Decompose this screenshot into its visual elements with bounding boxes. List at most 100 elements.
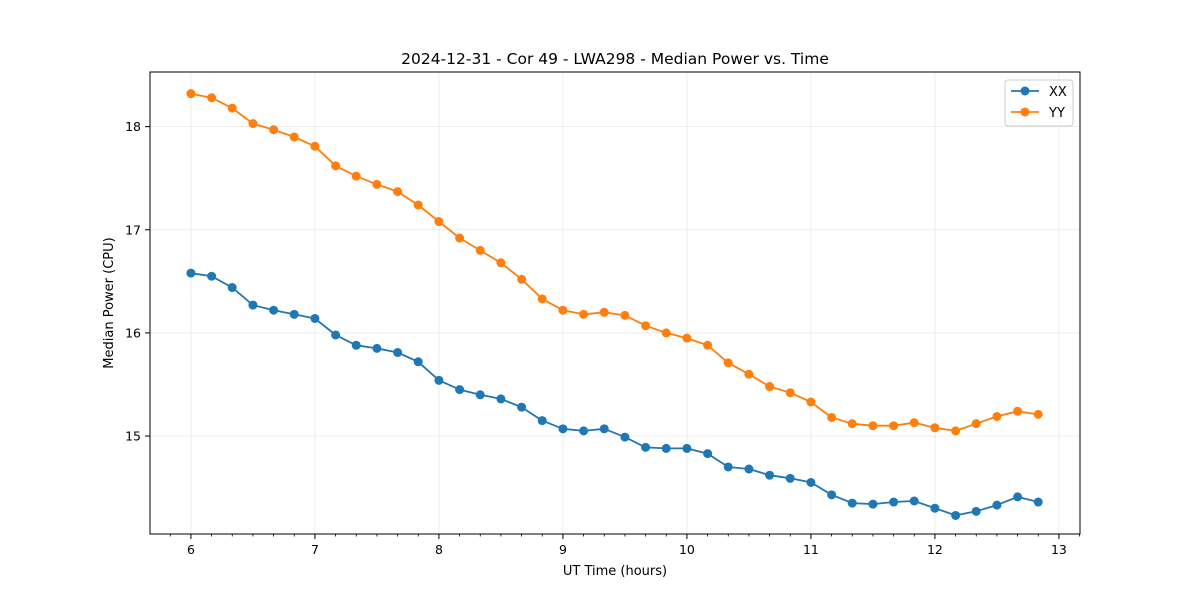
data-point-xx <box>909 496 919 506</box>
data-point-yy <box>971 419 981 429</box>
data-point-xx <box>1013 492 1023 502</box>
data-point-yy <box>682 333 692 343</box>
data-point-yy <box>868 421 878 431</box>
data-point-yy <box>703 340 713 350</box>
data-point-yy <box>785 388 795 398</box>
data-point-xx <box>579 426 589 436</box>
data-point-xx <box>620 432 630 442</box>
y-tick-label: 16 <box>125 325 141 340</box>
data-point-xx <box>827 490 837 500</box>
y-tick-label: 15 <box>125 429 141 444</box>
data-point-yy <box>765 382 775 392</box>
data-point-yy <box>930 423 940 433</box>
data-point-xx <box>393 348 403 357</box>
data-point-xx <box>847 498 857 508</box>
data-point-yy <box>827 412 837 422</box>
legend-marker-yy <box>1020 107 1030 117</box>
data-point-xx <box>413 357 423 367</box>
x-tick-label: 7 <box>311 542 319 557</box>
data-point-yy <box>661 328 671 338</box>
data-point-xx <box>517 402 527 412</box>
data-point-xx <box>868 499 878 509</box>
x-tick-label: 6 <box>187 542 195 557</box>
x-tick-label: 11 <box>803 542 819 557</box>
x-axis-label: UT Time (hours) <box>563 564 667 579</box>
legend-label-yy: YY <box>1048 106 1065 121</box>
data-point-xx <box>661 443 671 453</box>
x-tick-label: 13 <box>1051 542 1067 557</box>
data-point-xx <box>289 309 299 319</box>
grid <box>150 72 1080 534</box>
y-tick-label: 18 <box>125 119 141 134</box>
data-point-yy <box>413 200 423 210</box>
data-point-yy <box>889 421 899 431</box>
data-point-xx <box>951 510 961 520</box>
data-point-yy <box>227 103 237 113</box>
data-point-yy <box>351 171 361 181</box>
data-point-xx <box>310 313 320 323</box>
data-point-yy <box>537 294 547 304</box>
data-point-xx <box>372 343 382 353</box>
y-axis-label: Median Power (CPU) <box>102 237 117 368</box>
data-point-xx <box>558 424 568 434</box>
legend: XX YY <box>1004 79 1074 127</box>
data-point-xx <box>599 424 609 434</box>
data-point-xx <box>785 473 795 483</box>
data-point-yy <box>620 310 630 320</box>
data-point-xx <box>703 449 713 459</box>
data-point-xx <box>992 500 1002 510</box>
x-tick-label: 10 <box>679 542 695 557</box>
data-point-xx <box>971 506 981 516</box>
data-point-xx <box>765 470 775 480</box>
data-point-xx <box>269 305 279 315</box>
data-point-xx <box>744 464 754 474</box>
data-point-yy <box>558 305 568 315</box>
data-point-yy <box>517 274 527 284</box>
data-point-xx <box>641 442 651 452</box>
data-point-yy <box>1033 409 1043 419</box>
data-point-xx <box>351 340 361 350</box>
data-point-yy <box>909 418 919 428</box>
data-point-yy <box>310 141 320 151</box>
data-point-xx <box>1033 497 1043 507</box>
data-point-yy <box>455 233 465 243</box>
data-point-xx <box>806 477 816 487</box>
data-point-xx <box>537 416 547 426</box>
data-point-xx <box>248 300 258 310</box>
data-point-yy <box>331 161 341 171</box>
data-point-yy <box>372 179 382 189</box>
data-point-yy <box>434 217 444 227</box>
ticks: 6 7 8 9 10 11 12 13 15 16 17 18 <box>125 119 1080 557</box>
x-tick-label: 9 <box>559 542 567 557</box>
data-point-yy <box>496 258 506 268</box>
data-point-xx <box>475 390 485 400</box>
data-point-yy <box>289 132 299 142</box>
data-point-xx <box>889 497 899 507</box>
data-point-yy <box>599 307 609 317</box>
x-tick-label: 8 <box>435 542 443 557</box>
data-point-xx <box>455 385 465 395</box>
data-point-yy <box>579 309 589 319</box>
data-point-xx <box>930 503 940 513</box>
data-point-yy <box>992 411 1002 421</box>
data-point-xx <box>331 330 341 340</box>
data-point-yy <box>951 426 961 436</box>
data-point-yy <box>806 397 816 407</box>
data-point-xx <box>186 268 196 278</box>
data-point-yy <box>641 321 651 331</box>
data-point-yy <box>475 245 485 255</box>
data-point-yy <box>269 125 279 135</box>
data-point-yy <box>248 119 258 129</box>
data-point-yy <box>744 369 754 379</box>
data-point-yy <box>186 89 196 99</box>
data-point-yy <box>847 419 857 429</box>
data-point-xx <box>682 443 692 453</box>
data-point-xx <box>207 271 217 281</box>
data-point-yy <box>207 93 217 103</box>
data-point-xx <box>227 283 237 293</box>
series-layer <box>186 89 1043 520</box>
x-tick-label: 12 <box>927 542 943 557</box>
data-point-xx <box>496 394 506 404</box>
